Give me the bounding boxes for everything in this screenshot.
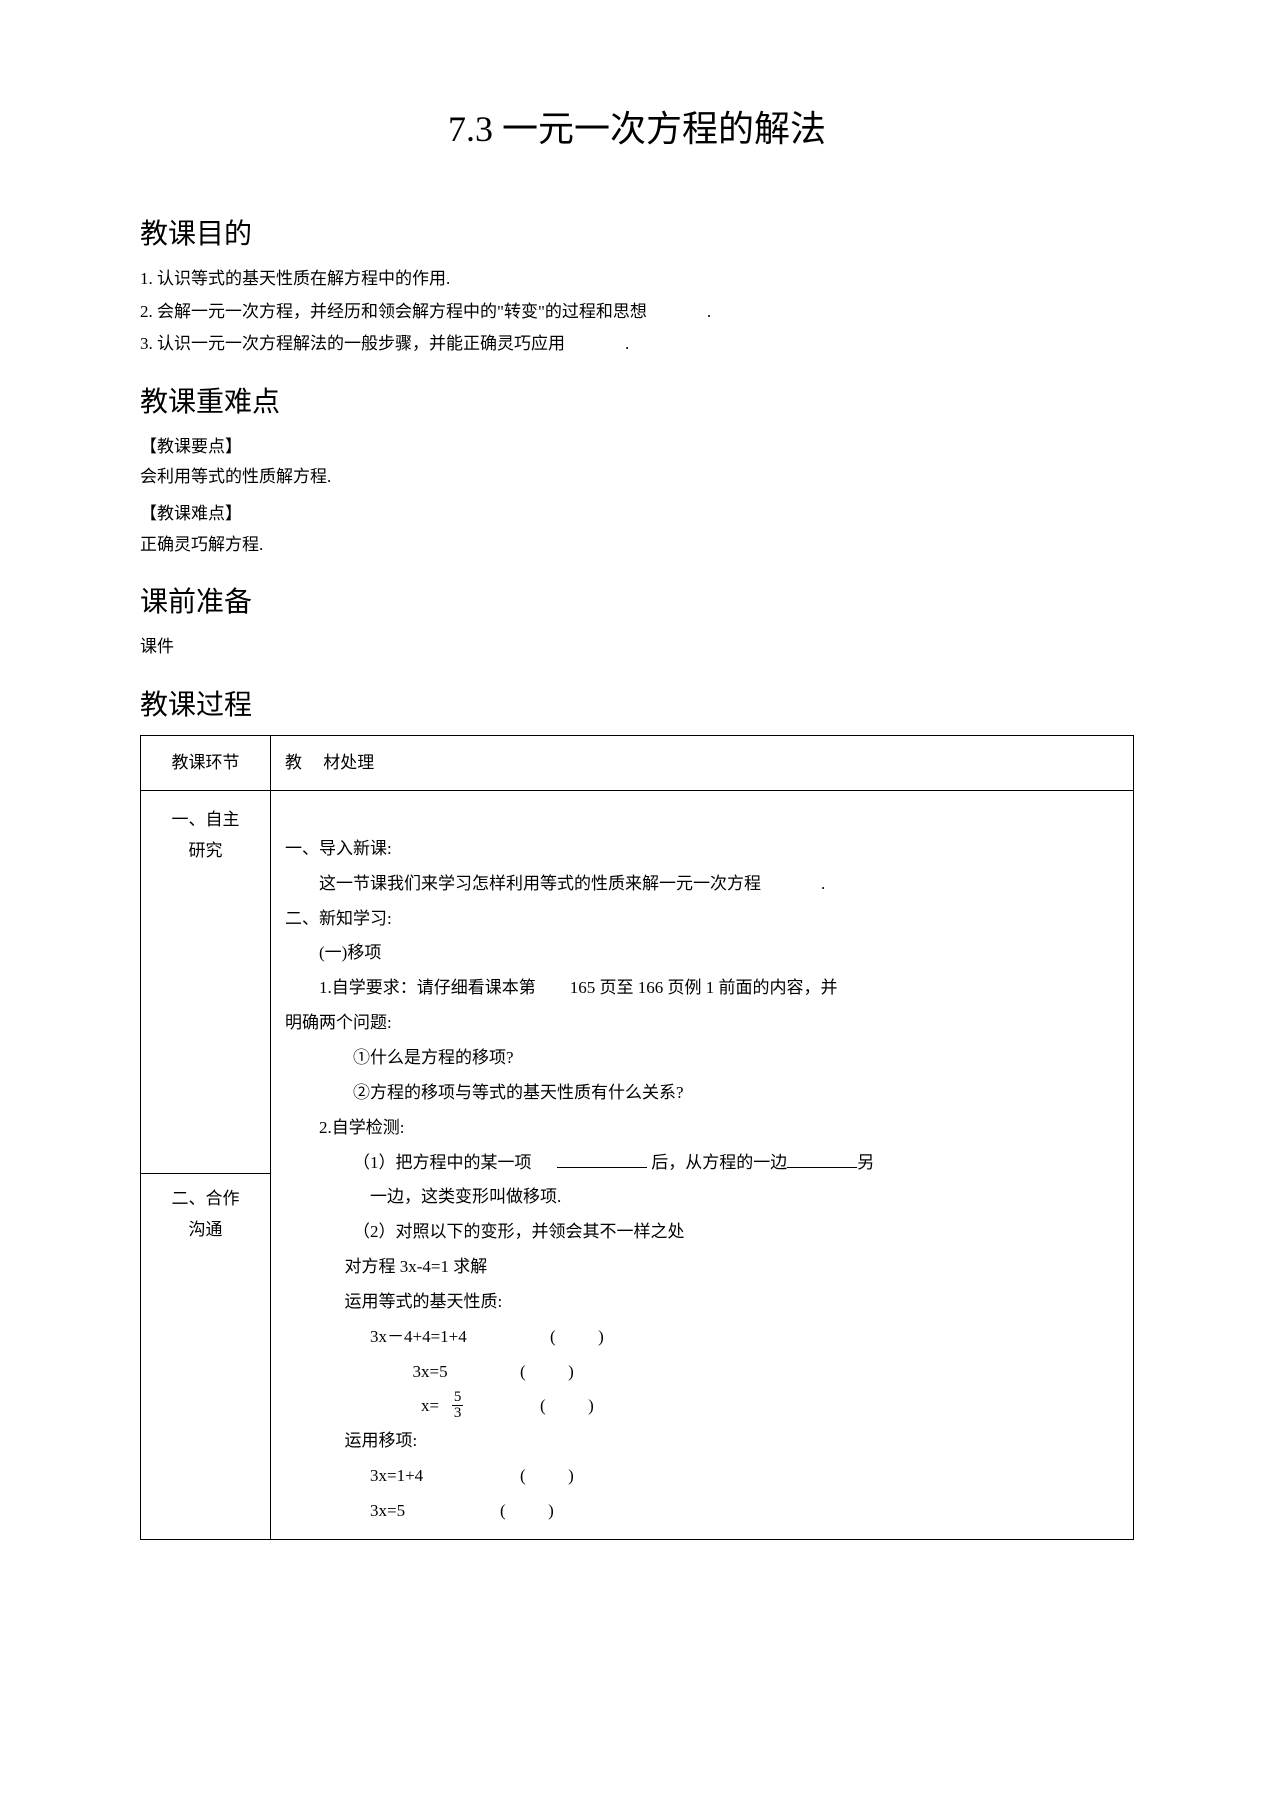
goal-3: 3. 认识一元一次方程解法的一般步骤，并能正确灵巧应用 . <box>140 329 1134 360</box>
header-right-a: 教 <box>285 753 302 772</box>
goal-3-text: 3. 认识一元一次方程解法的一般步骤，并能正确灵巧应用 <box>140 334 565 353</box>
intro-title: 一、导入新课: <box>285 832 1119 867</box>
solve-label: 对方程 3x-4=1 求解 <box>285 1250 1119 1285</box>
goal-1: 1. 认识等式的基天性质在解方程中的作用. <box>140 264 1134 295</box>
key-point-label: 【教课要点】 <box>140 432 1134 463</box>
test2: （2）对照以下的变形，并领会其不一样之处 <box>285 1215 1119 1250</box>
row-content: 一、导入新课: 这一节课我们来学习怎样利用等式的性质来解一元一次方程 . 二、新… <box>271 791 1134 1539</box>
difficulty-heading: 教课重难点 <box>140 380 1134 420</box>
paren-open-5: ( <box>500 1501 506 1520</box>
process-heading: 教课过程 <box>140 683 1134 723</box>
test1-pre: （1）把方程中的某一项 <box>353 1153 532 1172</box>
key-point-text: 会利用等式的性质解方程. <box>140 462 1134 493</box>
prep-text: 课件 <box>140 632 1134 663</box>
table-header-left: 教课环节 <box>141 735 271 791</box>
prep-heading: 课前准备 <box>140 580 1134 620</box>
paren-close-3: ) <box>588 1396 594 1415</box>
row2-left-line1: 二、合作 <box>172 1189 240 1208</box>
eq3: x= 5 3 <box>370 1389 550 1424</box>
page-title: 7.3 一元一次方程的解法 <box>140 100 1134 152</box>
self-req-label: 1.自学要求：请仔细看课本第 <box>319 978 536 997</box>
table-row-1: 一、自主 研究 一、导入新课: 这一节课我们来学习怎样利用等式的性质来解一元一次… <box>141 791 1134 1174</box>
eq3-row: x= 5 3 ( ) <box>285 1389 1119 1424</box>
test1-row: （1）把方程中的某一项 后，从方程的一边 另 <box>285 1146 1119 1181</box>
eq2-row: 3x=5 ( ) <box>285 1355 1119 1390</box>
q2: ②方程的移项与等式的基天性质有什么关系? <box>285 1076 1119 1111</box>
lesson-table: 教课环节 教 材处理 一、自主 研究 一、导入新课: 这一节课我们来学习怎样利用… <box>140 735 1134 1540</box>
row1-left: 一、自主 研究 <box>141 791 271 1174</box>
eq4-row: 3x=1+4 ( ) <box>285 1459 1119 1494</box>
method2-label: 运用移项: <box>285 1424 1119 1459</box>
paren-close-4: ) <box>568 1466 574 1485</box>
paren-open-4: ( <box>520 1466 526 1485</box>
header-right-b: 材处理 <box>323 753 374 772</box>
self-req-mid: 165 页至 166 页例 1 前面的内容，并 <box>570 978 838 997</box>
method1-label: 运用等式的基天性质: <box>285 1285 1119 1320</box>
intro-body: 这一节课我们来学习怎样利用等式的性质来解一元一次方程 <box>319 874 761 893</box>
paren-2: ( ) <box>520 1355 640 1390</box>
eq3-pre: x= <box>421 1396 439 1415</box>
eq3-num: 5 <box>452 1390 464 1405</box>
eq1-row: 3x－4+4=1+4 ( ) <box>285 1320 1119 1355</box>
goal-3-dot: . <box>569 329 629 360</box>
row1-left-line2: 研究 <box>189 841 223 860</box>
new-title: 二、新知学习: <box>285 902 1119 937</box>
self-test-label: 2.自学检测: <box>285 1111 1119 1146</box>
self-req-row: 1.自学要求：请仔细看课本第 165 页至 166 页例 1 前面的内容，并 <box>285 971 1119 1006</box>
blank-2 <box>787 1151 857 1168</box>
paren-open-2: ( <box>520 1362 526 1381</box>
table-header-right: 教 材处理 <box>271 735 1134 791</box>
goal-2-dot: . <box>651 297 711 328</box>
paren-open-1: ( <box>550 1327 556 1346</box>
paren-open-3: ( <box>540 1396 546 1415</box>
paren-close-1: ) <box>598 1327 604 1346</box>
row2-left: 二、合作 沟通 <box>141 1174 271 1539</box>
hard-point-label: 【教课难点】 <box>140 499 1134 530</box>
row2-left-line2: 沟通 <box>189 1220 223 1239</box>
self-req-tail: 明确两个问题: <box>285 1006 1119 1041</box>
table-header-row: 教课环节 教 材处理 <box>141 735 1134 791</box>
eq1: 3x－4+4=1+4 <box>370 1320 550 1355</box>
sub1-title: (一)移项 <box>285 936 1119 971</box>
paren-5: ( ) <box>500 1494 620 1529</box>
paren-1: ( ) <box>550 1320 670 1355</box>
q1: ①什么是方程的移项? <box>285 1041 1119 1076</box>
goal-2: 2. 会解一元一次方程，并经历和领会解方程中的"转变"的过程和思想 . <box>140 297 1134 328</box>
paren-close-5: ) <box>548 1501 554 1520</box>
paren-3: ( ) <box>540 1389 660 1424</box>
paren-4: ( ) <box>520 1459 640 1494</box>
goal-heading: 教课目的 <box>140 212 1134 252</box>
paren-close-2: ) <box>568 1362 574 1381</box>
goal-2-text: 2. 会解一元一次方程，并经历和领会解方程中的"转变"的过程和思想 <box>140 302 647 321</box>
intro-dot: . <box>765 867 825 902</box>
test1-mid: 后，从方程的一边 <box>651 1153 787 1172</box>
blank-1 <box>557 1151 647 1168</box>
eq3-den: 3 <box>452 1405 464 1421</box>
eq5-row: 3x=5 ( ) <box>285 1494 1119 1529</box>
test1-line2: 一边，这类变形叫做移项. <box>285 1180 1119 1215</box>
hard-point-text: 正确灵巧解方程. <box>140 530 1134 561</box>
test1-end: 另 <box>857 1153 874 1172</box>
eq3-frac: 5 3 <box>452 1390 464 1421</box>
intro-body-row: 这一节课我们来学习怎样利用等式的性质来解一元一次方程 . <box>285 867 1119 902</box>
row1-left-line1: 一、自主 <box>172 810 240 829</box>
